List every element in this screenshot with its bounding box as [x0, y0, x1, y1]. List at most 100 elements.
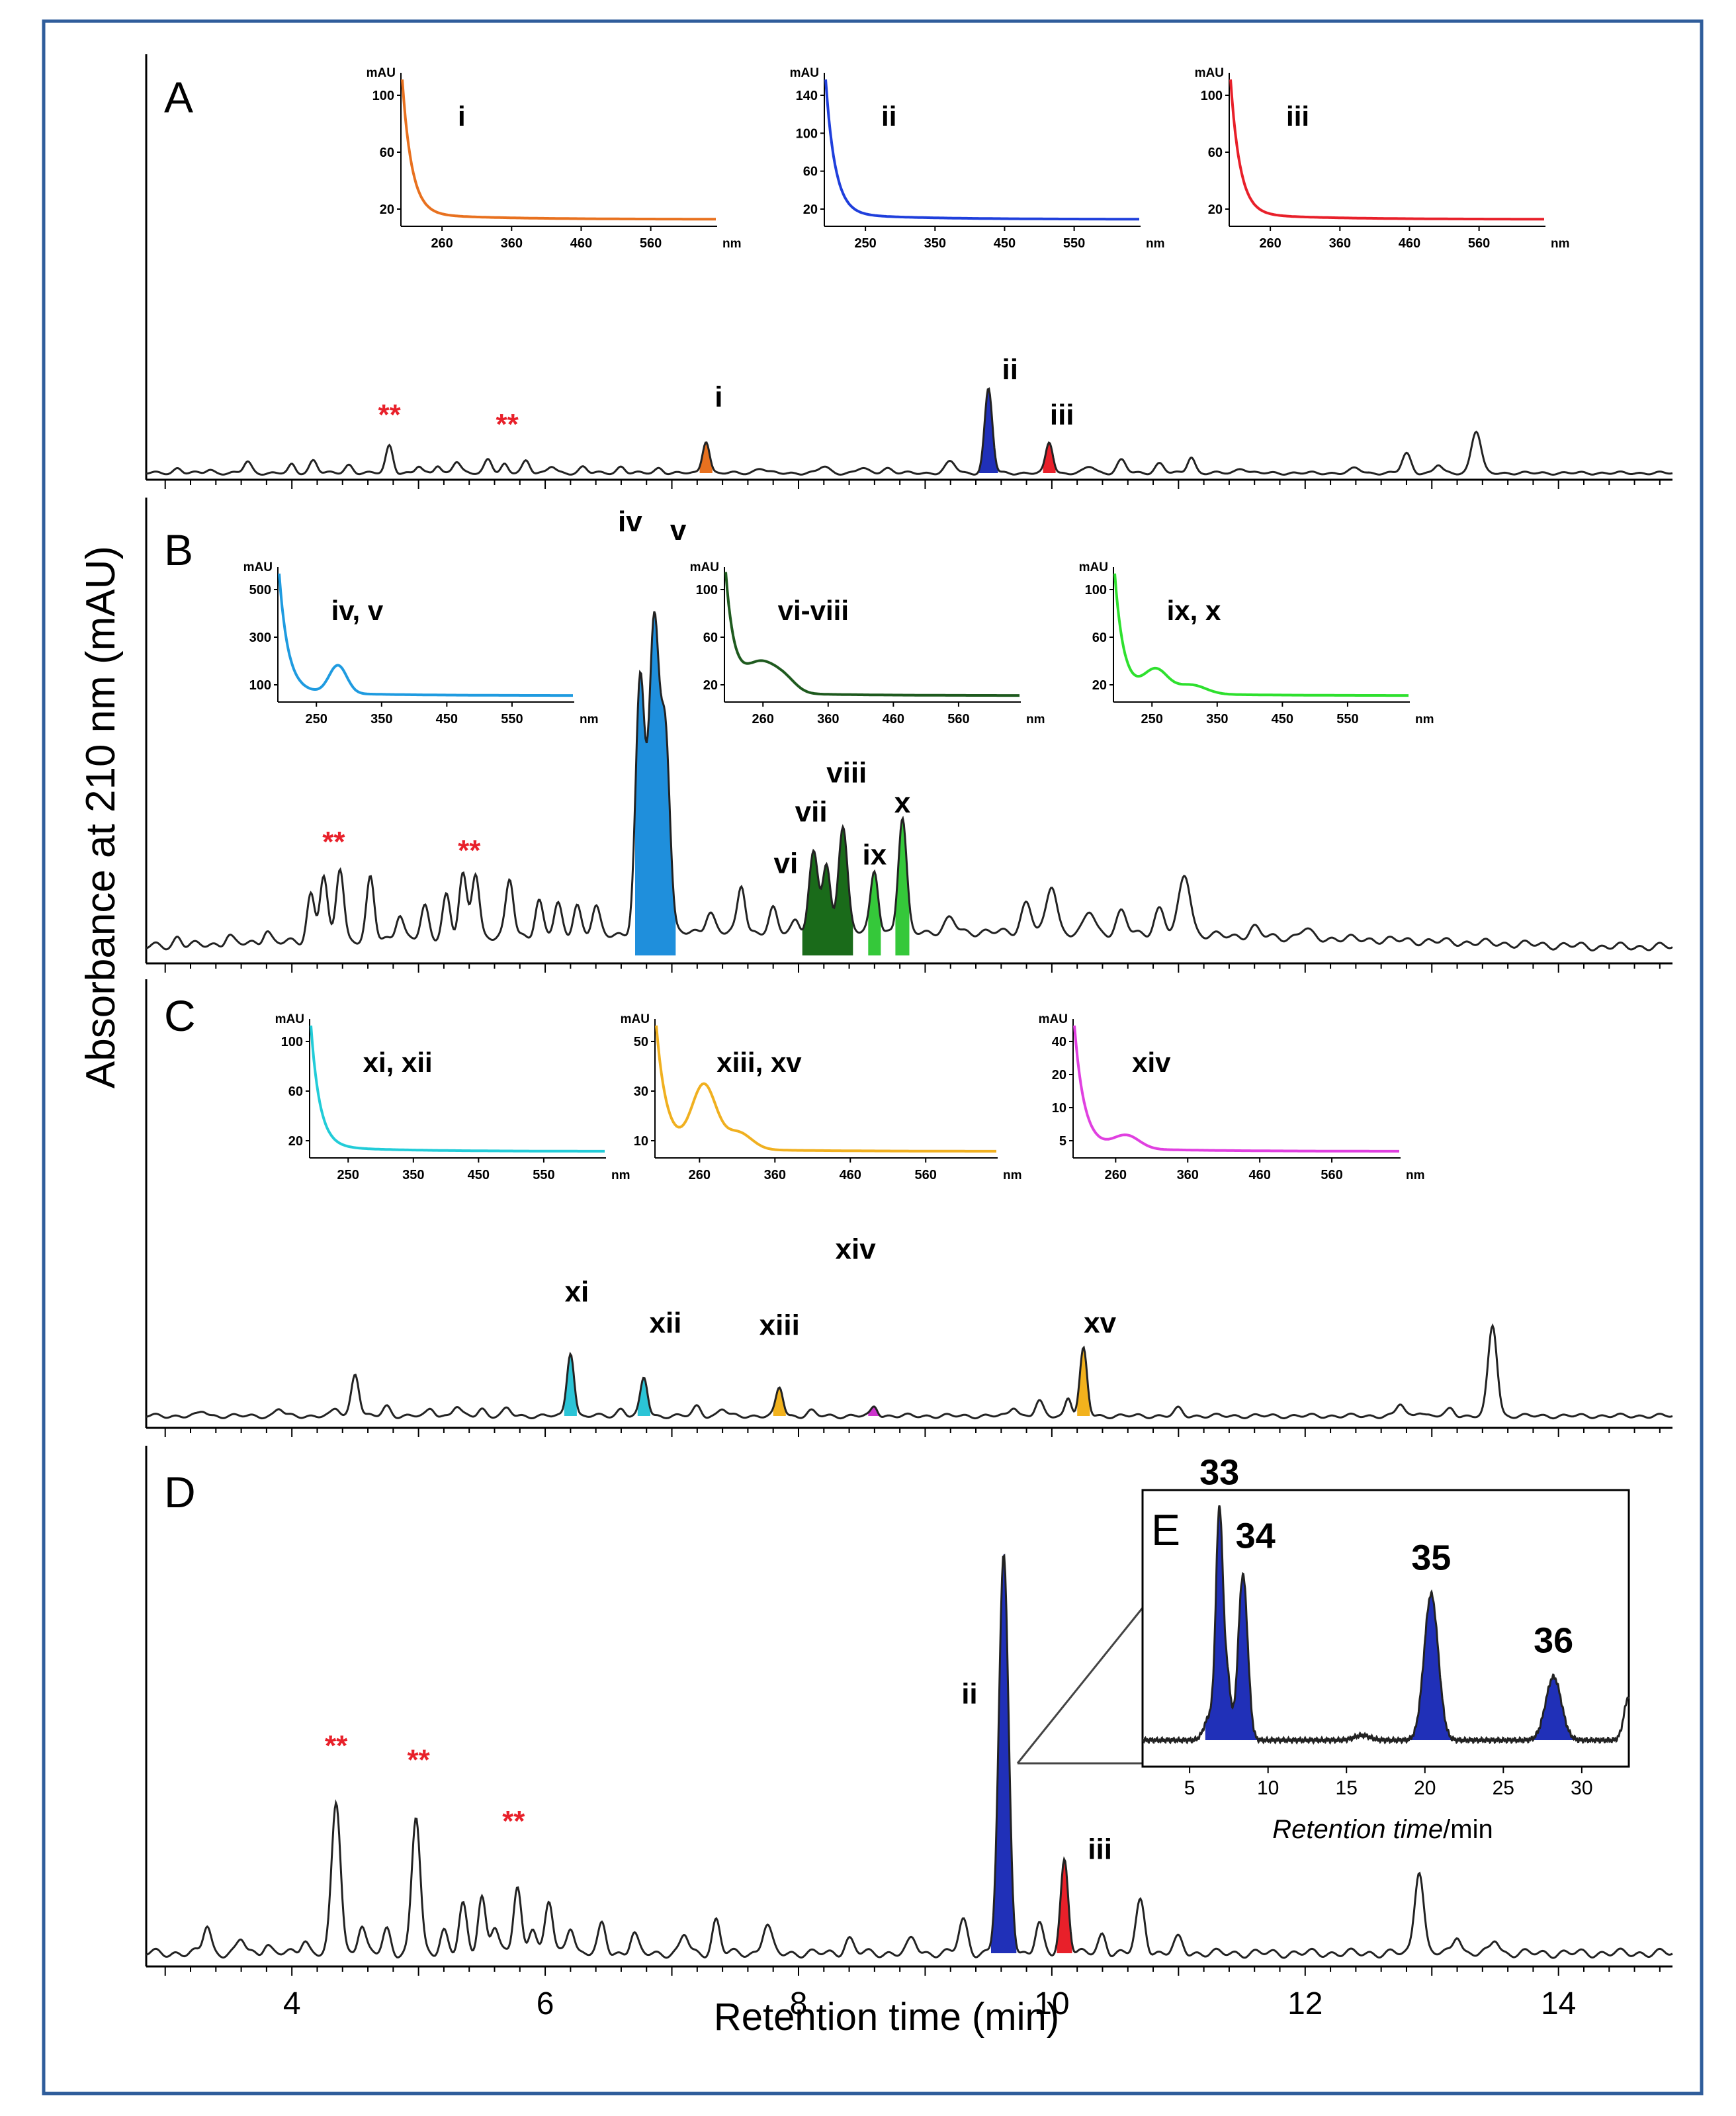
inset-x-tick-label: 260	[431, 236, 453, 251]
panel-e-peak-labels: 33 34 35 36	[1199, 1453, 1573, 1661]
inset-y-unit: mAU	[1039, 1012, 1068, 1026]
inset-y-tick-label: 100	[1085, 583, 1107, 597]
peak-fill-c-4	[1077, 1347, 1090, 1416]
inset-y-tick-label: 100	[1201, 89, 1223, 103]
inset-y-tick-label: 20	[1052, 1068, 1066, 1082]
inset-x-tick-label: 260	[1105, 1168, 1127, 1182]
peak-label: iv	[618, 506, 642, 538]
x-tick-label: 30	[1571, 1777, 1592, 1799]
inset-x-unit: nm	[580, 713, 599, 727]
x-tick-label: 15	[1336, 1777, 1358, 1799]
inset-label: iii	[1286, 101, 1309, 132]
x-tick-label: 5	[1184, 1777, 1195, 1799]
inset-y-tick-label: 40	[1052, 1035, 1066, 1049]
uv-inset-4: mAU nm 500 300 100 250 350 450 550 iv, v	[243, 560, 599, 727]
inset-x-tick-label: 360	[817, 712, 839, 727]
inset-y-tick-label: 10	[634, 1134, 648, 1149]
inset-x-tick-label: 450	[1272, 712, 1293, 727]
inset-y-tick-label: 50	[634, 1035, 648, 1049]
panel-c-trace	[146, 1323, 1673, 1420]
inset-x-tick-label: 260	[689, 1168, 711, 1182]
inset-y-tick-label: 100	[696, 583, 718, 597]
peak-label: v	[670, 514, 687, 547]
panel-e-x-label-prefix: Retention time	[1272, 1815, 1443, 1844]
inset-x-unit: nm	[1146, 237, 1165, 251]
inset-y-unit: mAU	[275, 1012, 304, 1026]
uv-inset-2: mAU nm 140 100 60 20 250 350 450 550 ii	[790, 66, 1165, 251]
inset-y-tick-label: 60	[1208, 146, 1223, 160]
inset-y-tick-label: 100	[372, 89, 394, 103]
inset-y-tick-label: 20	[1092, 678, 1107, 693]
peak-label: iii	[1088, 1833, 1112, 1866]
panel-c-letter: C	[164, 991, 196, 1040]
panel-a-trace	[146, 387, 1673, 476]
peak-label: xi	[565, 1276, 589, 1308]
peak-label: ix	[862, 839, 887, 871]
uv-inset-6: mAU nm 100 60 20 250 350 450 550 ix, x	[1079, 560, 1434, 727]
uv-inset-3: mAU nm 100 60 20 260 360 460 560 iii	[1195, 66, 1570, 251]
panel-c-peak-labels: xi xii xiii xiv xv	[565, 1233, 1117, 1341]
peak-label: 34	[1236, 1516, 1276, 1556]
inset-x-tick-label: 350	[924, 236, 946, 251]
peak-label: xiii	[760, 1309, 800, 1342]
inset-y-tick-label: 5	[1059, 1134, 1066, 1149]
uv-spectrum-curve	[655, 1025, 996, 1153]
inset-x-tick-label: 350	[370, 712, 392, 727]
panel-b-trace	[146, 611, 1673, 951]
peak-fill-e-0	[1205, 1505, 1234, 1740]
peak-label: xii	[649, 1307, 681, 1339]
uv-inset-7: mAU nm 100 60 20 250 350 450 550 xi, xii	[275, 1012, 630, 1182]
panel-e: E 5 10 15 20 25 30 33 34 35 36 Retention time/mi…	[1141, 1453, 1630, 1844]
inset-label: ix, x	[1167, 595, 1221, 626]
inset-x-tick-label: 260	[752, 712, 774, 727]
uv-inset-1: mAU nm 100 60 20 260 360 460 560 i	[367, 66, 742, 251]
inset-y-tick-label: 60	[1092, 631, 1107, 645]
peak-label: viii	[826, 756, 867, 789]
peak-fill-c-2	[773, 1387, 786, 1416]
inset-x-tick-label: 260	[1259, 236, 1281, 251]
peak-fill-d-0	[991, 1554, 1017, 1953]
inset-x-tick-label: 560	[1321, 1168, 1342, 1182]
impurity-marker: **	[458, 834, 481, 867]
panel-c: C xi xii xiii xiv xv	[145, 979, 1673, 1437]
x-tick-label: 10	[1257, 1777, 1279, 1799]
inset-y-tick-label: 20	[803, 202, 818, 217]
inset-y-tick-label: 140	[796, 89, 818, 103]
inset-label: xiv	[1132, 1047, 1171, 1078]
inset-x-tick-label: 250	[306, 712, 327, 727]
uv-inset-8: mAU nm 50 30 10 260 360 460 560 xiii, xv	[621, 1012, 1022, 1182]
panel-e-letter: E	[1151, 1505, 1180, 1554]
inset-x-tick-label: 460	[840, 1168, 861, 1182]
inset-label: iv, v	[331, 595, 384, 626]
inset-x-unit: nm	[611, 1168, 630, 1182]
peak-fill-a-0	[699, 442, 713, 473]
y-axis-label: Absorbance at 210 nm (mAU)	[78, 546, 124, 1088]
uv-spectrum-curve	[724, 572, 1020, 697]
inset-x-tick-label: 350	[1206, 712, 1228, 727]
panel-b-x-ticks	[164, 963, 1661, 973]
x-tick-label: 10	[1034, 1986, 1069, 2021]
inset-y-tick-label: 300	[249, 631, 271, 645]
panel-a-peak-fills	[699, 388, 1056, 473]
inset-x-tick-label: 560	[1468, 236, 1490, 251]
panel-a-x-ticks	[164, 480, 1661, 489]
inset-x-tick-label: 560	[915, 1168, 937, 1182]
x-tick-label: 4	[283, 1986, 301, 2021]
inset-x-tick-label: 550	[1063, 236, 1085, 251]
inset-x-tick-label: 250	[854, 236, 876, 251]
panel-d-letter: D	[164, 1468, 196, 1517]
inset-label: xiii, xv	[716, 1047, 802, 1078]
panel-d-peak-fills	[991, 1554, 1072, 1953]
panel-d-x-ticks: 4 6 8 10 12 14	[164, 1966, 1661, 2021]
panel-c-x-ticks	[164, 1428, 1661, 1437]
peak-label: iii	[1050, 399, 1074, 431]
panel-a-letter: A	[164, 73, 193, 122]
panel-e-x-label-suffix: /min	[1443, 1815, 1493, 1844]
uv-spectrum-curve	[278, 573, 573, 697]
impurity-marker: **	[322, 826, 345, 858]
inset-x-tick-label: 550	[1336, 712, 1358, 727]
